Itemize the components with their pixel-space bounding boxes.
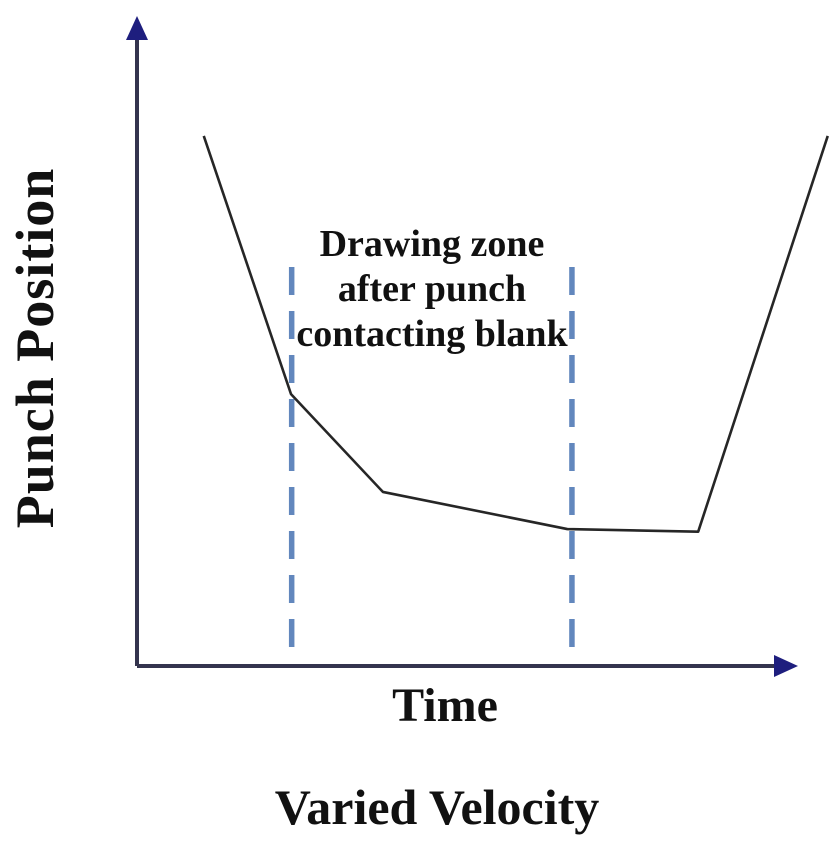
- annotation-line-3: contacting blank: [296, 313, 568, 355]
- annotation-line-1: Drawing zone: [319, 223, 545, 265]
- punch-position-curve: [202, 135, 829, 533]
- y-axis-label: Punch Position: [5, 167, 65, 529]
- figure-title: Varied Velocity: [274, 779, 600, 835]
- drawing-zone-annotation: Drawing zone after punch contacting blan…: [296, 222, 567, 357]
- x-axis-label: Time: [392, 679, 498, 732]
- annotation-line-2: after punch: [337, 268, 527, 310]
